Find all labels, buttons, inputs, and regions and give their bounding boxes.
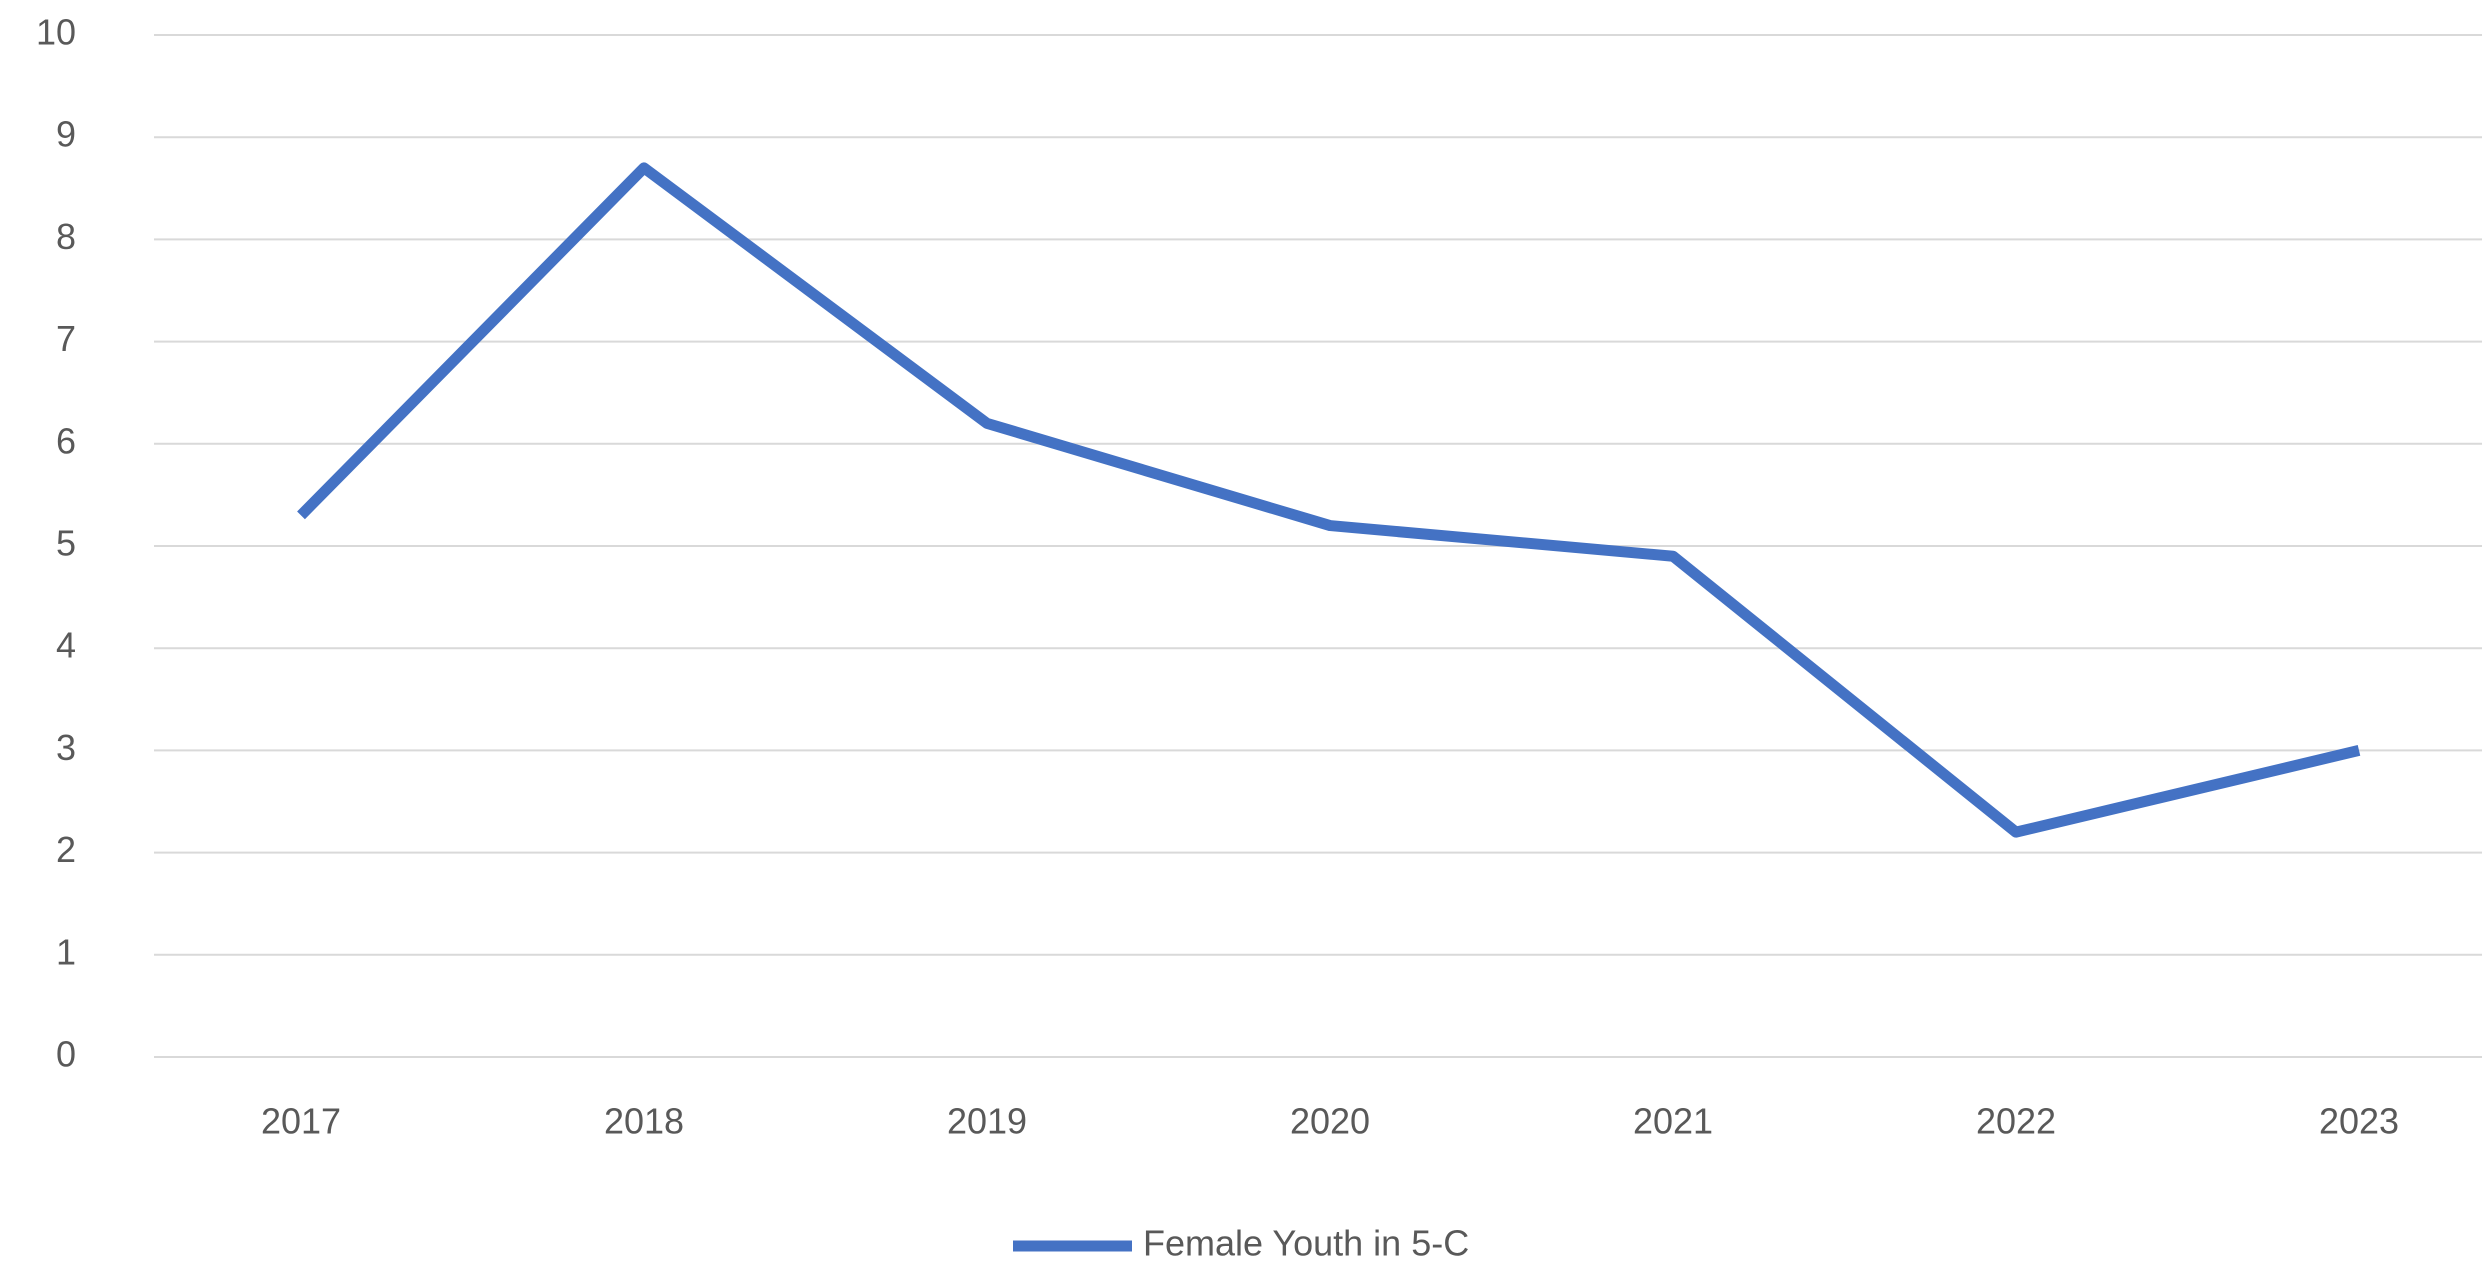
x-tick-label: 2021 bbox=[1633, 1101, 1713, 1142]
x-tick-label: 2019 bbox=[947, 1101, 1027, 1142]
y-tick-label: 10 bbox=[36, 12, 76, 53]
y-tick-label: 1 bbox=[56, 931, 76, 972]
x-tick-label: 2020 bbox=[1290, 1101, 1370, 1142]
y-tick-label: 6 bbox=[56, 420, 76, 461]
y-tick-label: 0 bbox=[56, 1034, 76, 1075]
x-tick-label: 2022 bbox=[1976, 1101, 2056, 1142]
y-tick-label: 4 bbox=[56, 625, 76, 666]
legend-label: Female Youth in 5-C bbox=[1143, 1223, 1469, 1264]
x-tick-label: 2018 bbox=[604, 1101, 684, 1142]
y-tick-label: 2 bbox=[56, 829, 76, 870]
y-tick-label: 5 bbox=[56, 523, 76, 564]
y-tick-label: 3 bbox=[56, 727, 76, 768]
line-series bbox=[297, 162, 2361, 838]
y-tick-label: 7 bbox=[56, 318, 76, 359]
x-tick-label: 2023 bbox=[2319, 1101, 2399, 1142]
y-tick-label: 9 bbox=[56, 114, 76, 155]
y-tick-label: 8 bbox=[56, 216, 76, 257]
x-tick-label: 2017 bbox=[261, 1101, 341, 1142]
